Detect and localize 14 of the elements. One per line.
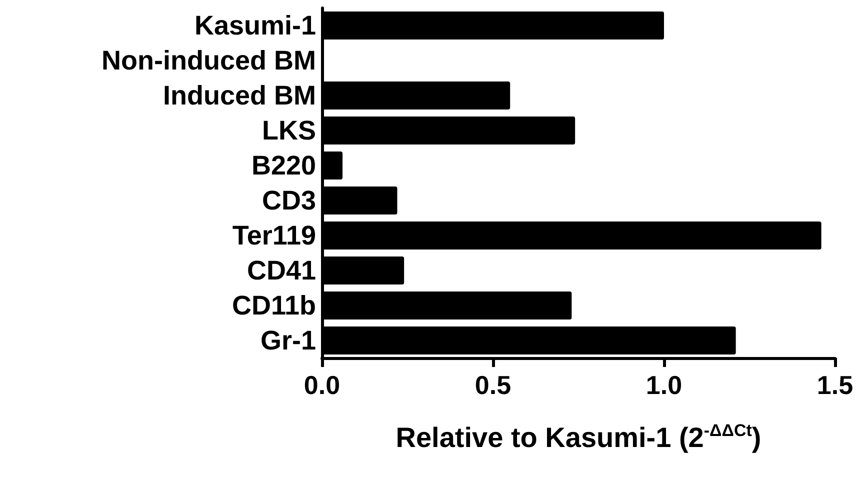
y-tick-label: Non-induced BM xyxy=(102,46,316,76)
x-tick-label: 1.0 xyxy=(646,370,682,400)
y-tick-label: Kasumi-1 xyxy=(194,10,316,40)
y-tick-label: Gr-1 xyxy=(260,326,316,356)
y-tick-label: Induced BM xyxy=(163,80,316,110)
y-tick-label: Ter119 xyxy=(232,220,316,250)
y-tick-label: CD11b xyxy=(232,290,316,320)
y-tick-label: B220 xyxy=(251,150,316,180)
y-tick-label: CD3 xyxy=(262,186,316,216)
x-tick-label: 1.5 xyxy=(816,370,854,400)
x-tick-label: 0.0 xyxy=(304,370,340,400)
y-tick-label: CD41 xyxy=(246,256,316,286)
y-tick-label: LKS xyxy=(262,116,316,146)
x-tick-label: 0.5 xyxy=(474,370,512,400)
